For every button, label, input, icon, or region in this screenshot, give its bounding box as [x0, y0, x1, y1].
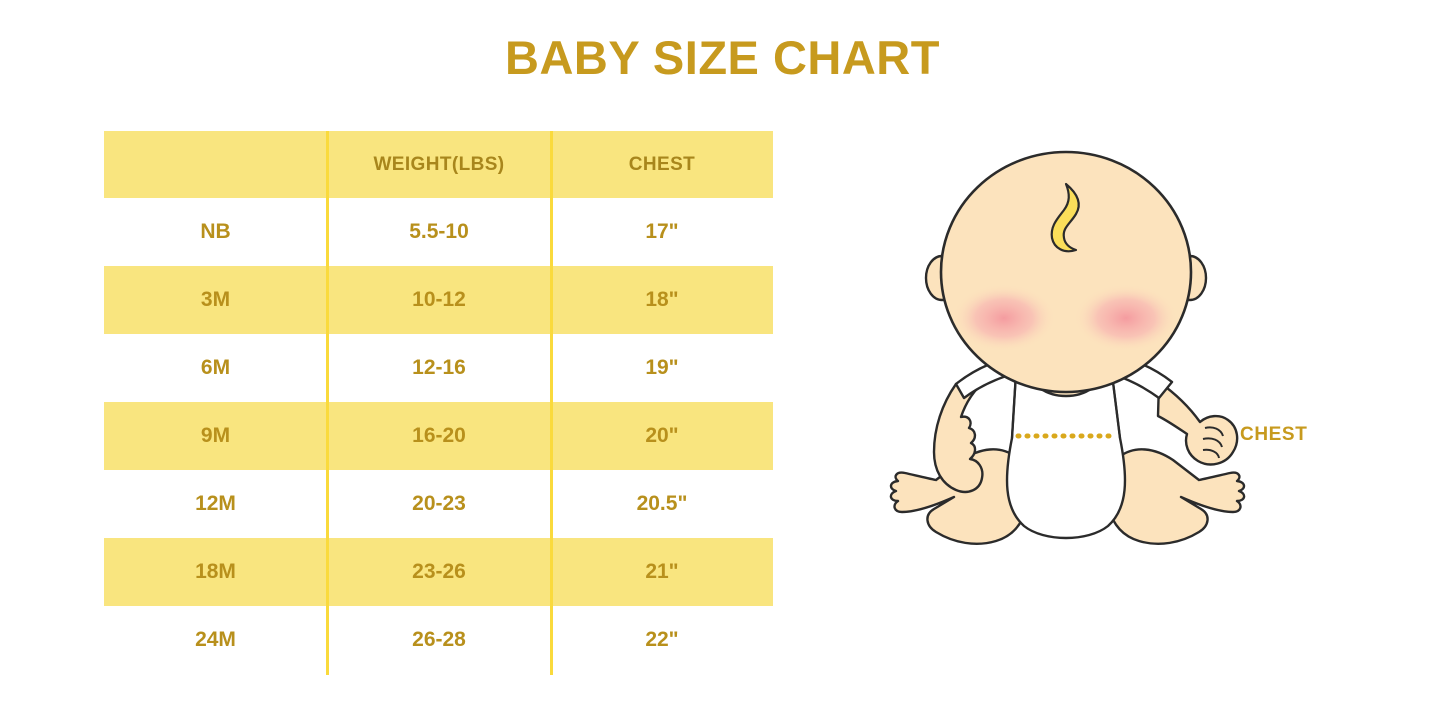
size-chart-table: WEIGHT(LBS) CHEST NB 5.5-10 17" 3M 10-12… [104, 131, 773, 675]
table-row: 9M 16-20 20" [104, 402, 773, 470]
header-cell-weight: WEIGHT(LBS) [373, 153, 505, 175]
cell-chest: 22" [645, 628, 679, 651]
baby-left-cheek [952, 284, 1056, 352]
page-title: BABY SIZE CHART [505, 31, 940, 84]
table-row: 18M 23-26 21" [104, 538, 773, 606]
table-row: 3M 10-12 18" [104, 266, 773, 334]
cell-size: 12M [195, 492, 236, 515]
cell-size: 6M [200, 356, 231, 379]
cell-chest: 21" [645, 560, 679, 583]
table-row: 6M 12-16 19" [104, 334, 773, 402]
baby-left-arm [932, 378, 988, 494]
baby-illustration [876, 150, 1276, 610]
onesie-sleeve-lines [1010, 372, 1122, 439]
cell-chest: 19" [645, 356, 679, 379]
cell-size: NB [200, 220, 231, 243]
table-row: NB 5.5-10 17" [104, 198, 773, 266]
column-divider-1 [326, 131, 329, 675]
cell-size: 3M [200, 288, 231, 311]
header-cell-chest: CHEST [628, 153, 696, 175]
cell-size: 18M [195, 560, 236, 583]
cell-weight: 23-26 [412, 560, 466, 583]
cell-weight: 26-28 [412, 628, 466, 651]
cell-weight: 20-23 [412, 492, 466, 515]
baby-left-leg [889, 448, 1031, 545]
table-header-row: WEIGHT(LBS) CHEST [104, 131, 773, 198]
baby-hair-curl [1050, 182, 1080, 253]
cell-chest: 17" [645, 220, 679, 243]
cell-weight: 10-12 [412, 288, 466, 311]
table-row: 12M 20-23 20.5" [104, 470, 773, 538]
cell-size: 24M [195, 628, 236, 651]
cell-chest: 20.5" [636, 492, 688, 515]
column-divider-2 [550, 131, 553, 675]
table-row: 24M 26-28 22" [104, 606, 773, 674]
chest-annotation-label: CHEST [1240, 424, 1308, 445]
baby-right-cheek [1074, 284, 1178, 352]
baby-onesie [954, 353, 1174, 540]
baby-right-leg [1104, 448, 1246, 545]
baby-head [939, 150, 1193, 394]
cell-chest: 20" [645, 424, 679, 447]
baby-right-arm [1156, 380, 1239, 466]
cell-chest: 18" [645, 288, 679, 311]
cell-weight: 16-20 [412, 424, 466, 447]
cell-weight: 5.5-10 [409, 220, 469, 243]
cell-size: 9M [200, 424, 231, 447]
cell-weight: 12-16 [412, 356, 466, 379]
